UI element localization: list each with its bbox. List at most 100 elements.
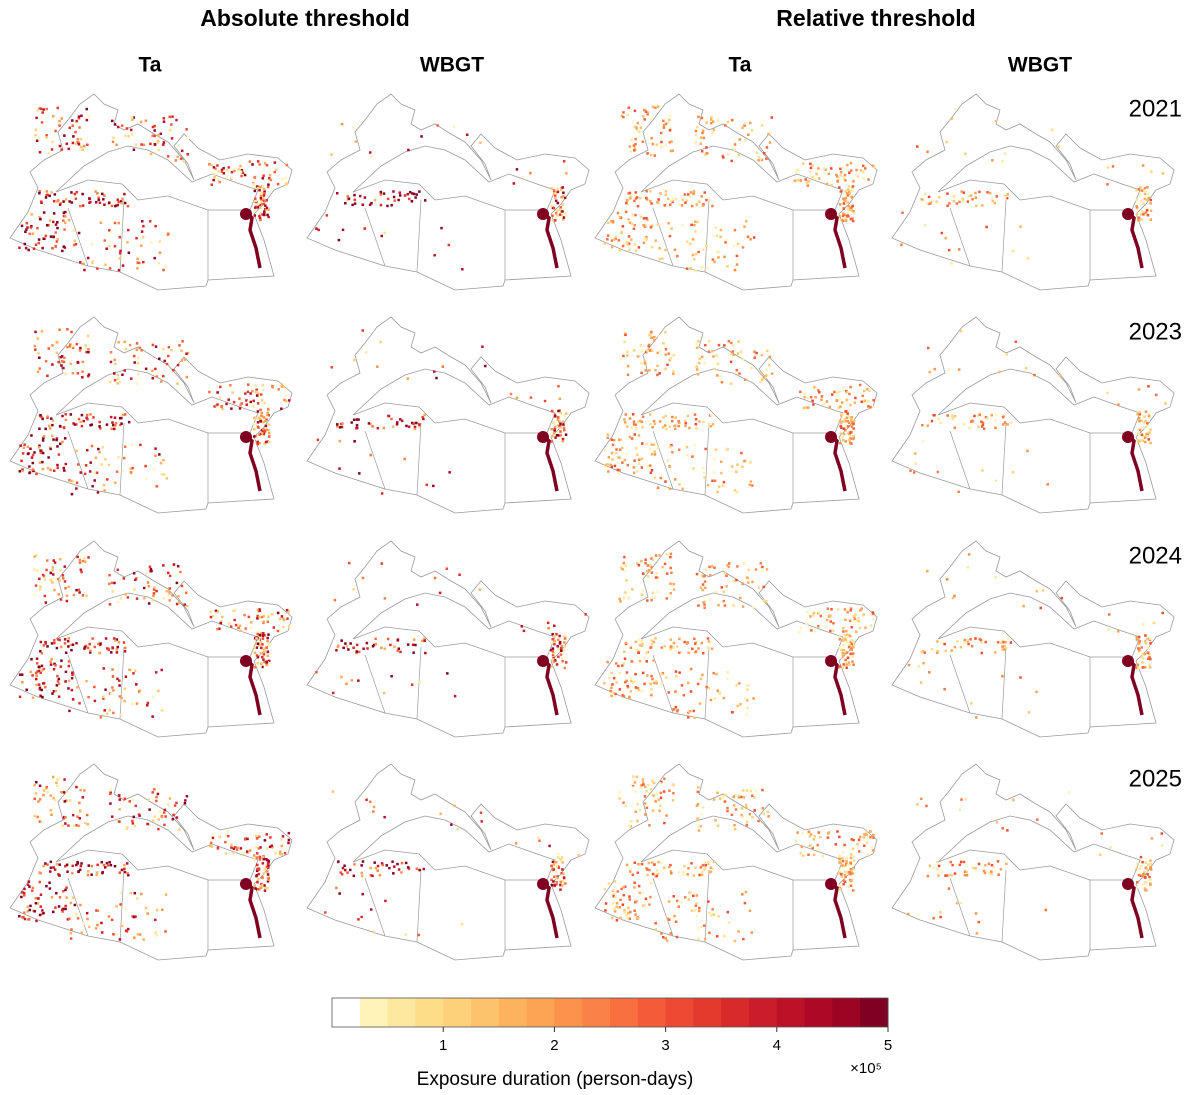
exposure-spot [79,789,82,792]
exposure-spot [49,219,52,222]
exposure-spot [419,681,422,684]
exposure-spot [725,575,728,578]
exposure-spot [41,330,44,333]
exposure-spot [208,163,211,166]
exposure-spot [83,789,86,792]
exposure-spot [847,415,850,418]
exposure-spot [1145,410,1148,413]
exposure-spot [103,709,106,712]
exposure-spot [638,434,641,437]
exposure-spot [710,699,713,702]
exposure-spot [557,202,560,205]
exposure-spot [51,141,54,144]
exposure-spot [665,348,668,351]
exposure-spot [41,652,44,655]
exposure-spot [807,180,810,183]
exposure-spot [370,155,373,158]
exposure-spot [946,192,949,195]
exposure-spot [818,611,821,614]
exposure-spot [1148,415,1151,418]
exposure-spot [642,892,645,895]
exposure-spot [51,642,54,645]
exposure-spot [39,461,42,464]
exposure-spot [407,866,410,869]
exposure-spot [134,579,137,582]
exposure-spot [114,482,117,485]
exposure-spot [1144,653,1147,656]
exposure-spot [714,479,717,482]
exposure-spot [377,427,380,430]
exposure-spot [623,556,626,559]
exposure-spot [650,226,653,229]
exposure-spot [744,902,747,905]
exposure-spot [176,155,179,158]
exposure-spot [263,214,266,217]
exposure-spot [661,257,664,260]
exposure-spot [627,597,630,600]
exposure-spot [114,865,117,868]
exposure-spot [560,860,563,863]
exposure-spot [844,871,847,874]
exposure-spot [87,556,90,559]
exposure-spot [1059,375,1062,378]
exposure-spot [133,148,136,151]
exposure-spot [801,832,804,835]
exposure-spot [864,167,867,170]
exposure-spot [160,815,163,818]
exposure-spot [862,165,865,168]
exposure-spot [264,889,267,892]
exposure-spot [671,420,674,423]
exposure-spot [552,861,555,864]
exposure-spot [1035,590,1038,593]
exposure-spot [122,264,125,267]
group-title: Absolute threshold [200,5,410,31]
exposure-spot [555,870,558,873]
exposure-spot [1138,388,1141,391]
exposure-spot [340,639,343,642]
exposure-spot [565,433,568,436]
exposure-spot [617,469,620,472]
exposure-spot [754,356,757,359]
exposure-spot [732,245,735,248]
exposure-spot [668,900,671,903]
delta [537,431,549,443]
exposure-spot [869,406,872,409]
exposure-spot [390,204,393,207]
exposure-spot [675,670,678,673]
exposure-spot [816,173,819,176]
delta [537,878,549,890]
exposure-spot [259,665,262,668]
exposure-spot [994,651,997,654]
exposure-spot [673,588,676,591]
exposure-spot [674,690,677,693]
exposure-spot [657,447,660,450]
exposure-spot [1141,210,1144,213]
exposure-spot [139,444,142,447]
exposure-spot [693,224,696,227]
exposure-spot [630,646,633,649]
exposure-spot [75,913,78,916]
exposure-spot [133,816,136,819]
exposure-spot [253,435,256,438]
exposure-spot [266,870,269,873]
exposure-spot [660,932,663,935]
exposure-spot [640,560,643,563]
exposure-spot [649,190,652,193]
exposure-spot [162,459,165,462]
exposure-spot [619,600,622,603]
exposure-spot [691,909,694,912]
exposure-spot [563,641,566,644]
exposure-spot [366,642,369,645]
exposure-spot [84,473,87,476]
exposure-spot [564,882,567,885]
exposure-spot [69,127,72,129]
exposure-spot [161,908,164,911]
exposure-spot [71,671,74,674]
exposure-spot [153,788,156,791]
exposure-spot [263,194,266,197]
exposure-spot [168,116,171,119]
exposure-spot [162,375,165,378]
exposure-spot [259,610,262,613]
exposure-spot [651,643,654,646]
exposure-spot [115,905,118,908]
